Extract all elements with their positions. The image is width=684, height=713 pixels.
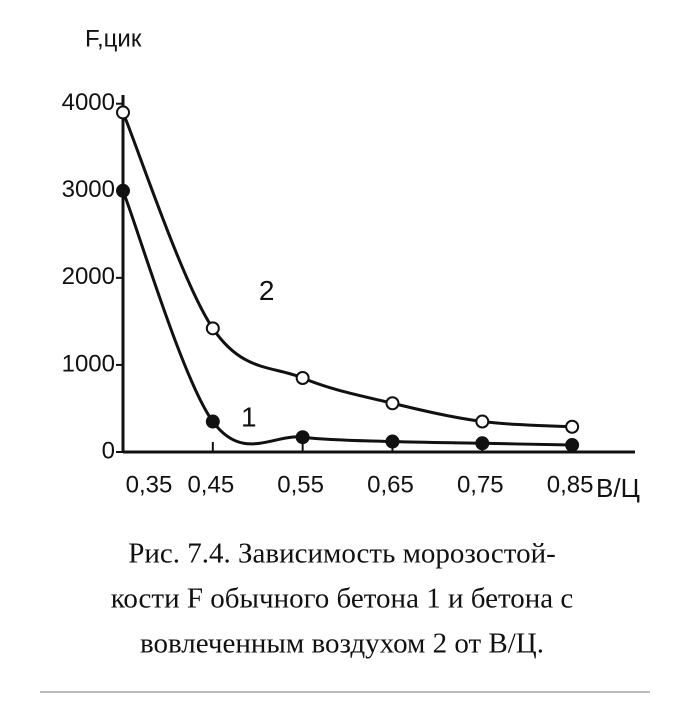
data-point [205,321,220,336]
x-tick-label: 0,75 [457,471,504,498]
x-tick-label: 0,55 [277,471,324,498]
data-point [116,183,130,198]
x-tick-label: 0,65 [367,471,414,498]
data-point [295,430,310,445]
series-line [121,190,573,447]
caption-line: Рис. 7.4. Зависимость морозостой- [128,538,556,570]
data-point [565,438,580,453]
data-point [565,419,580,434]
series-name: 2 [259,275,275,306]
y-tick-label: 3000 [62,176,115,203]
y-tick-label: 4000 [62,89,115,116]
x-tick-label: 0,85 [547,471,594,498]
data-point [475,436,490,451]
y-tick-label: 0 [102,437,115,464]
data-point [205,414,220,429]
y-axis-label: F,цик [85,25,142,52]
series-name: 1 [241,401,257,432]
data-point [385,396,400,411]
caption-line: вовлеченным воздухом 2 от В/Ц. [140,628,544,660]
x-tick-label: 0,45 [187,471,234,498]
data-point [385,434,400,449]
y-tick-label: 1000 [62,350,115,377]
caption-line: кости F обычного бетона 1 и бетона с [111,583,574,615]
x-axis-label: В/Ц [596,473,640,503]
data-point [116,105,130,120]
data-point [295,370,310,385]
data-point [475,414,490,429]
y-tick-label: 2000 [62,263,115,290]
x-tick-label: 0,35 [126,471,173,498]
